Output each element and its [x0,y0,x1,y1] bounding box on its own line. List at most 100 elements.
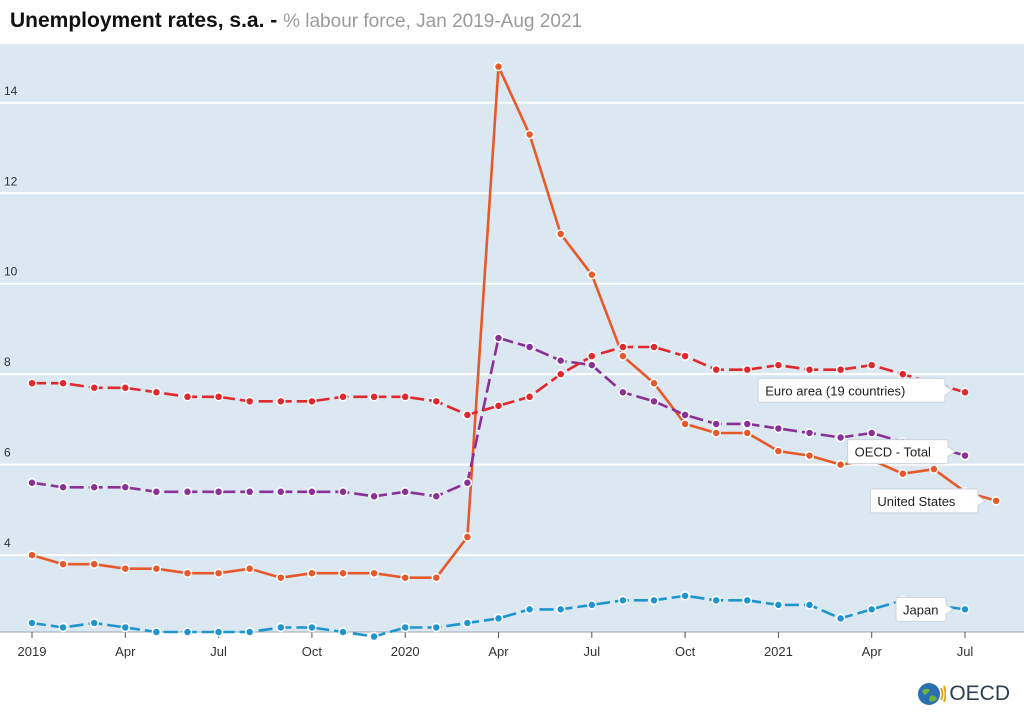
data-point [618,387,628,398]
y-tick-label: 4 [4,536,11,550]
data-point [182,568,193,578]
data-point [369,392,379,402]
data-point [742,428,753,438]
x-tick-label: Oct [302,644,323,659]
plot-background [0,44,1024,632]
data-point [89,618,99,628]
data-point [213,392,224,402]
data-point [555,229,566,239]
data-point [182,392,193,402]
data-point [742,364,753,375]
data-point [431,491,442,502]
data-point [680,419,690,429]
data-point [338,568,348,578]
data-point [462,618,473,628]
data-point [618,351,628,361]
data-point [369,491,379,502]
data-point [929,464,939,474]
data-point [307,396,317,407]
data-point [120,383,131,393]
data-point [27,618,37,628]
data-point [711,364,721,375]
data-point [182,487,193,497]
data-point [369,568,379,578]
data-point [276,622,286,633]
oecd-logo-text: OECD [949,682,1010,705]
data-point [151,487,162,497]
data-point [462,477,473,488]
data-point [400,622,410,633]
data-point [524,604,535,615]
data-point [587,600,597,610]
data-point [307,568,317,578]
data-point [151,627,162,637]
data-point [58,559,68,569]
data-point [369,631,379,642]
data-point [58,622,68,633]
data-point [991,496,1001,506]
data-point [338,392,348,402]
data-point [680,351,690,361]
series-label-text: OECD - Total [855,445,931,460]
data-point [462,532,473,542]
data-point [835,432,846,443]
data-point [587,351,597,361]
data-point [587,360,597,370]
data-point [804,364,815,375]
y-tick-label: 10 [4,265,18,279]
data-point [338,627,348,637]
y-tick-label: 6 [4,446,11,460]
data-point [742,419,753,429]
data-point [555,355,566,366]
x-tick-label: Apr [488,644,509,659]
data-point [493,61,504,72]
data-point [866,428,877,438]
data-point [773,423,784,434]
data-point [835,459,846,470]
data-point [524,129,535,140]
data-point [649,595,659,606]
x-tick-label: 2020 [391,644,420,659]
data-point [804,450,815,461]
data-point [804,600,815,610]
data-point [27,378,37,388]
x-tick-label: Jul [583,644,600,659]
data-point [493,401,504,411]
data-point [58,482,68,493]
data-point [773,360,784,370]
data-point [151,387,162,398]
data-point [400,572,410,583]
y-tick-label: 14 [4,84,18,98]
data-point [89,482,99,493]
data-point [649,396,659,407]
data-point [493,333,504,343]
data-point [244,487,255,497]
series-label-text: Japan [903,602,938,617]
data-point [431,396,442,407]
x-tick-label: Jul [957,644,974,659]
data-point [711,595,721,606]
data-point [960,387,970,398]
series-line-united-states [31,65,997,579]
data-point [555,369,566,379]
y-tick-label: 8 [4,355,11,369]
chart-title-row: Unemployment rates, s.a. - % labour forc… [10,6,582,36]
data-point [587,269,597,280]
data-point [773,600,784,610]
data-point [213,627,224,637]
data-point [711,419,721,429]
data-point [680,591,690,601]
data-point [960,450,970,461]
data-point [120,622,131,633]
series-label-text: Euro area (19 countries) [765,383,905,398]
data-point [898,468,908,479]
data-point [89,559,99,569]
data-point [27,477,37,488]
data-point [244,627,255,637]
x-tick-label: Apr [862,644,883,659]
data-point [555,604,566,615]
data-point [866,360,877,370]
data-point [244,563,255,574]
data-point [524,342,535,352]
